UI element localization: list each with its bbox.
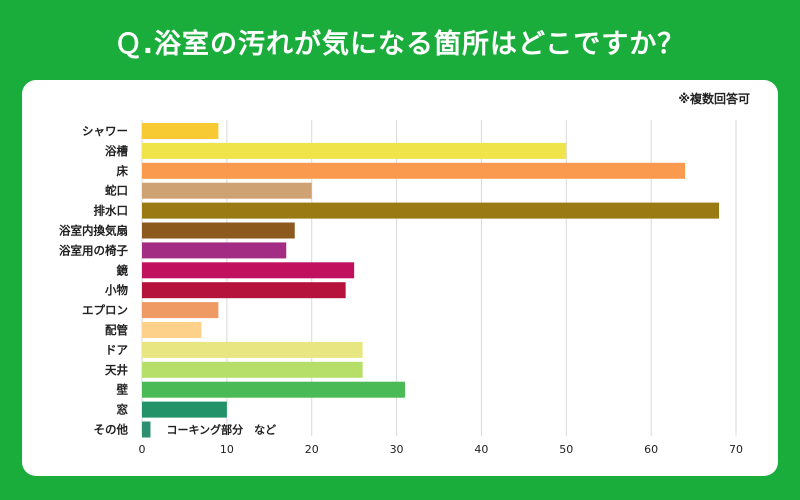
- category-label: シャワー: [82, 124, 128, 138]
- bar-8: [142, 282, 346, 299]
- category-label: 排水口: [94, 204, 129, 218]
- bar-6: [142, 242, 287, 259]
- bar-7: [142, 262, 355, 279]
- bar-10: [142, 322, 202, 338]
- bar-13: [142, 381, 406, 398]
- category-label: 鏡: [116, 263, 129, 277]
- x-tick-label: 50: [559, 443, 573, 456]
- x-tick-label: 30: [390, 443, 404, 456]
- bar-1: [142, 142, 567, 159]
- category-label: 配管: [105, 323, 128, 337]
- bar-9: [142, 302, 219, 319]
- chart-title: Ｑ.浴室の汚れが気になる箇所はどこですか？: [114, 29, 686, 60]
- x-tick-label: 10: [220, 443, 234, 456]
- category-label: 浴槽: [105, 144, 128, 158]
- bar-14: [142, 401, 227, 418]
- x-tick-label: 70: [729, 443, 743, 456]
- chart-card: ※複数回答可 0 10 20 30 40 50 60 70 シャワー浴槽床蛇口排水口浴室内換気扇…: [22, 80, 778, 476]
- category-label: 床: [117, 164, 129, 178]
- x-tick-label: 60: [644, 443, 658, 456]
- category-label: 蛇口: [105, 184, 128, 198]
- category-label: ドア: [105, 343, 128, 357]
- other-annotation: コーキング部分 など: [166, 423, 276, 437]
- category-label: その他: [94, 423, 129, 437]
- bar-2: [142, 162, 686, 179]
- bar-11: [142, 341, 363, 358]
- bar-4: [142, 202, 720, 219]
- category-label: 壁: [117, 383, 129, 397]
- x-tick-label: 40: [474, 443, 488, 456]
- x-tick-label: 20: [305, 443, 319, 456]
- category-label: エプロン: [82, 303, 128, 317]
- x-tick-label: 0: [139, 443, 146, 456]
- bar-5: [142, 222, 295, 239]
- bar-chart: 0 10 20 30 40 50 60 70 シャワー浴槽床蛇口排水口浴室内換気扇浴室用の椅子鏡…: [59, 120, 743, 456]
- category-label: 天井: [105, 363, 128, 377]
- category-label: 小物: [104, 283, 128, 297]
- bar-15: [142, 421, 151, 438]
- bar-3: [142, 182, 312, 199]
- multiple-answer-note: ※複数回答可: [678, 92, 750, 106]
- bar-12: [142, 361, 363, 378]
- category-label: 浴室用の椅子: [59, 243, 128, 257]
- bar-0: [142, 123, 219, 139]
- category-label: 窓: [117, 403, 129, 417]
- category-label: 浴室内換気扇: [59, 224, 128, 238]
